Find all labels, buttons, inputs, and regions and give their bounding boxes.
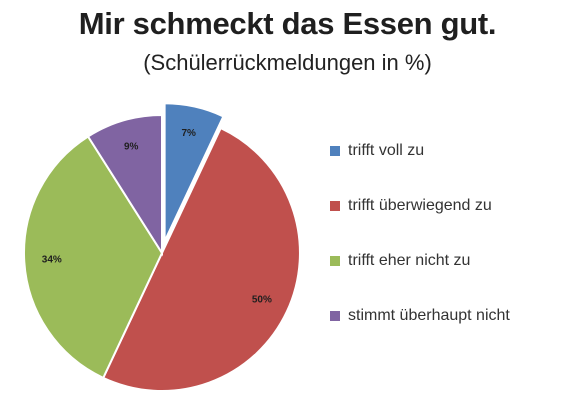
legend-label: trifft überwiegend zu: [348, 197, 492, 214]
legend-item-trifft-voll-zu: trifft voll zu: [330, 138, 510, 164]
pie-slice-trifft-eher-nicht-zu: [23, 135, 164, 380]
legend: trifft voll zu trifft überwiegend zu triff…: [330, 138, 510, 358]
legend-label: trifft voll zu: [348, 142, 425, 159]
legend-item-stimmt-ueberhaupt-nicht: stimmt überhaupt nicht: [330, 303, 510, 329]
legend-swatch: [330, 256, 340, 266]
slice-value-label: 50%: [252, 295, 272, 306]
pie-slice-stimmt-ueberhaupt-nicht: [86, 113, 163, 257]
legend-swatch: [330, 201, 340, 211]
pie-slice-trifft-voll-zu: [163, 102, 225, 242]
legend-item-trifft-eher-nicht-zu: trifft eher nicht zu: [330, 248, 510, 274]
pie-slice-trifft-ueberwiegend-zu: [101, 126, 301, 392]
slice-value-label: 34%: [42, 255, 62, 266]
slice-value-label: 9%: [124, 142, 139, 153]
chart-title: Mir schmeckt das Essen gut.: [78, 6, 497, 41]
legend-item-trifft-ueberwiegend-zu: trifft überwiegend zu: [330, 193, 510, 219]
legend-swatch: [330, 146, 340, 156]
legend-label: stimmt überhaupt nicht: [348, 307, 510, 324]
legend-swatch: [330, 311, 340, 321]
chart-subtitle: (Schülerrückmeldungen in %): [143, 50, 432, 75]
legend-label: trifft eher nicht zu: [348, 252, 471, 269]
slice-value-label: 7%: [181, 128, 196, 139]
